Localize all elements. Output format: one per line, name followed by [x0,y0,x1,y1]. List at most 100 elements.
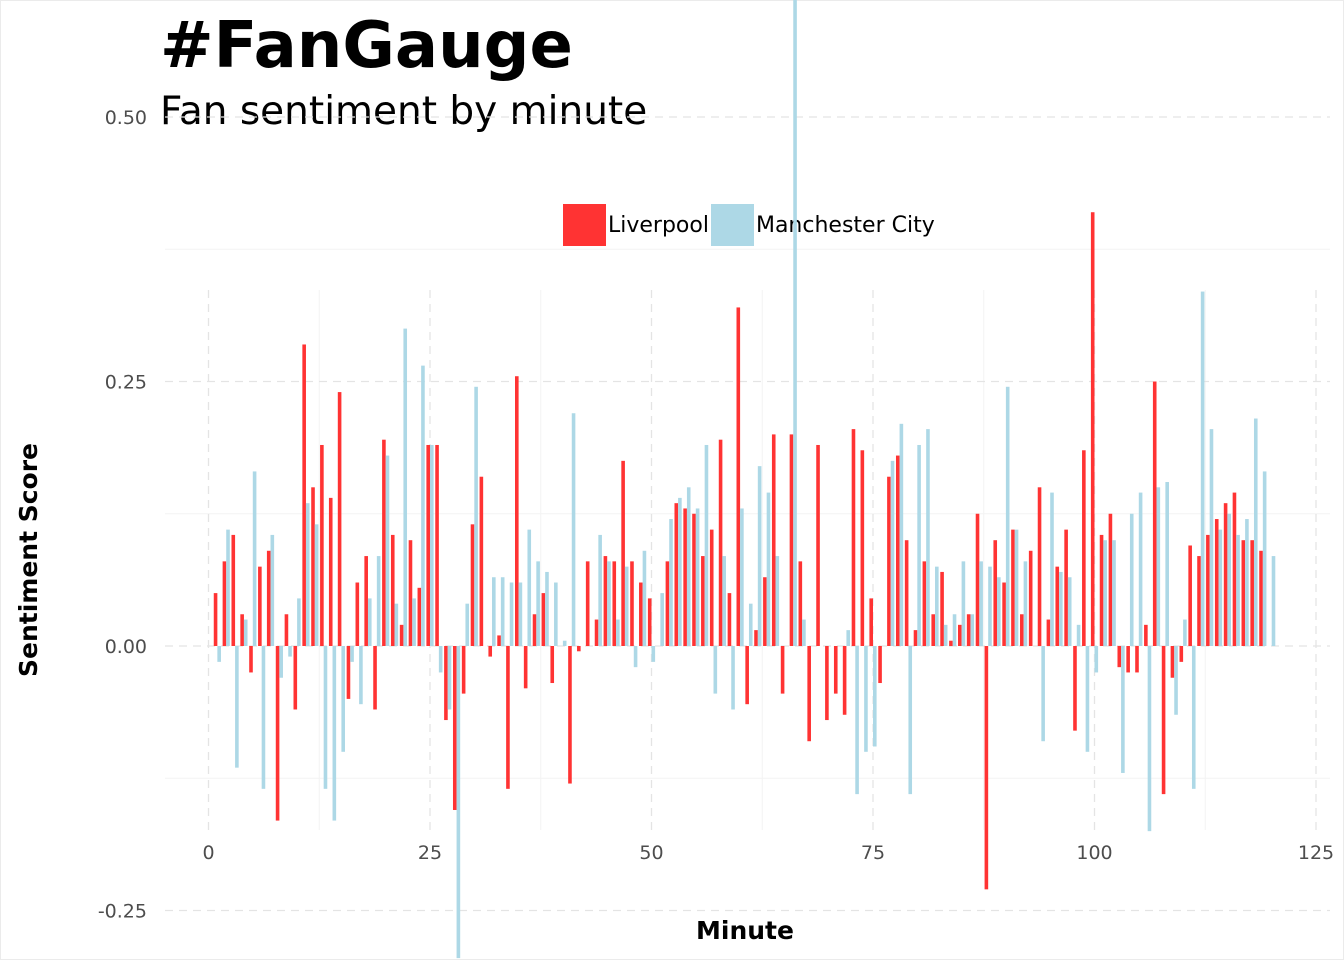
bar-liverpool-min-68 [807,646,811,742]
bar-liverpool-min-117 [1241,540,1246,646]
bar-liverpool-min-104 [1126,646,1130,673]
bar-liverpool-min-74 [860,450,865,646]
bar-liverpool-min-76 [878,646,882,684]
bar-manchester-city-min-106 [1147,646,1152,832]
bar-manchester-city-min-75 [873,646,877,747]
bar-liverpool-min-69 [816,444,820,646]
bar-manchester-city-min-3 [235,646,239,768]
bar-manchester-city-min-98 [1076,624,1081,646]
bar-liverpool-min-109 [1170,646,1175,678]
bar-liverpool-min-58 [718,439,723,646]
bar-liverpool-min-19 [373,646,377,710]
bar-liverpool-min-70 [825,646,829,721]
legend-label-manchester-city: Manchester City [755,212,935,238]
bar-manchester-city-min-19 [376,556,381,646]
bars [213,0,1276,959]
bar-liverpool-min-32 [488,646,493,657]
x-tick-label: 50 [639,842,663,864]
bar-manchester-city-min-81 [926,429,930,646]
bar-liverpool-min-30 [470,524,475,646]
bar-liverpool-min-23 [408,540,413,646]
bar-liverpool-min-57 [709,529,714,646]
y-tick-label: 0.00 [105,636,147,658]
bar-liverpool-min-59 [727,593,732,646]
bar-liverpool-min-54 [683,508,687,646]
y-tick-label: -0.25 [98,901,147,923]
legend-item-liverpool: Liverpool [563,204,711,246]
bar-liverpool-min-108 [1161,646,1166,795]
bar-manchester-city-min-115 [1227,513,1231,646]
bar-manchester-city-min-38 [545,571,549,646]
bar-manchester-city-min-12 [314,524,319,646]
bar-liverpool-min-72 [842,646,847,715]
bar-manchester-city-min-92 [1023,561,1028,646]
bar-liverpool-min-100 [1090,212,1095,646]
bar-liverpool-min-13 [320,444,324,646]
bar-liverpool-min-20 [382,439,386,646]
bar-manchester-city-min-33 [500,577,505,646]
bar-manchester-city-min-16 [350,646,354,662]
bar-manchester-city-min-32 [492,577,496,646]
legend: Liverpool Manchester City [563,204,937,246]
bar-liverpool-min-96 [1055,566,1060,646]
bar-manchester-city-min-86 [970,614,975,646]
bar-manchester-city-min-90 [1005,386,1010,646]
bar-manchester-city-min-48 [633,646,638,668]
bar-liverpool-min-113 [1206,534,1210,646]
bar-liverpool-min-6 [258,566,262,646]
bar-liverpool-min-89 [993,540,998,646]
bar-manchester-city-min-37 [536,561,540,646]
bar-manchester-city-min-67 [802,619,806,646]
bar-manchester-city-min-26 [438,646,443,673]
bar-manchester-city-min-109 [1174,646,1178,715]
bar-liverpool-min-33 [497,635,501,646]
bar-manchester-city-min-114 [1218,529,1223,646]
bar-manchester-city-min-46 [616,619,620,646]
bar-manchester-city-min-5 [252,471,257,646]
bar-manchester-city-min-102 [1112,540,1116,646]
bar-manchester-city-min-55 [695,508,700,646]
bar-liverpool-min-60 [736,307,741,646]
bar-manchester-city-min-56 [704,444,709,646]
bar-manchester-city-min-44 [598,534,602,646]
bar-liverpool-min-88 [984,646,989,890]
bar-manchester-city-min-14 [332,646,337,821]
bar-liverpool-min-118 [1250,540,1254,646]
bar-manchester-city-min-88 [988,566,992,646]
bar-liverpool-min-94 [1037,487,1042,646]
bar-liverpool-min-116 [1232,492,1237,646]
bar-liverpool-min-3 [231,534,236,646]
bar-liverpool-min-82 [931,614,936,646]
bar-liverpool-min-79 [904,540,909,646]
bar-manchester-city-min-41 [571,413,576,646]
bar-liverpool-min-92 [1020,614,1024,646]
x-axis-ticks: 0 25 50 75 100 125 [202,842,1334,864]
bar-liverpool-min-78 [895,455,900,646]
bar-manchester-city-min-82 [935,566,939,646]
bar-liverpool-min-8 [275,646,280,821]
y-axis-title: Sentiment Score [14,443,43,677]
bar-manchester-city-min-74 [864,646,868,752]
bar-liverpool-min-101 [1099,534,1104,646]
bar-manchester-city-min-78 [899,423,904,646]
bar-liverpool-min-80 [913,630,918,646]
bar-manchester-city-min-100 [1094,646,1099,673]
bar-liverpool-min-15 [337,392,342,646]
bar-liverpool-min-86 [966,614,971,646]
bar-liverpool-min-63 [763,577,767,646]
bar-liverpool-min-53 [674,503,679,646]
bar-manchester-city-min-54 [686,487,691,646]
bar-manchester-city-min-91 [1014,529,1019,646]
bar-liverpool-min-56 [701,556,705,646]
bar-liverpool-min-26 [435,444,439,646]
bar-manchester-city-min-79 [908,646,913,795]
bar-manchester-city-min-116 [1236,534,1240,646]
bar-manchester-city-min-113 [1209,429,1214,646]
bar-liverpool-min-112 [1197,556,1201,646]
bar-manchester-city-min-53 [678,497,682,646]
bar-liverpool-min-102 [1108,513,1113,646]
bar-liverpool-min-64 [771,434,776,646]
bar-manchester-city-min-85 [961,561,966,646]
bar-liverpool-min-38 [541,593,546,646]
bar-liverpool-min-65 [780,646,785,694]
